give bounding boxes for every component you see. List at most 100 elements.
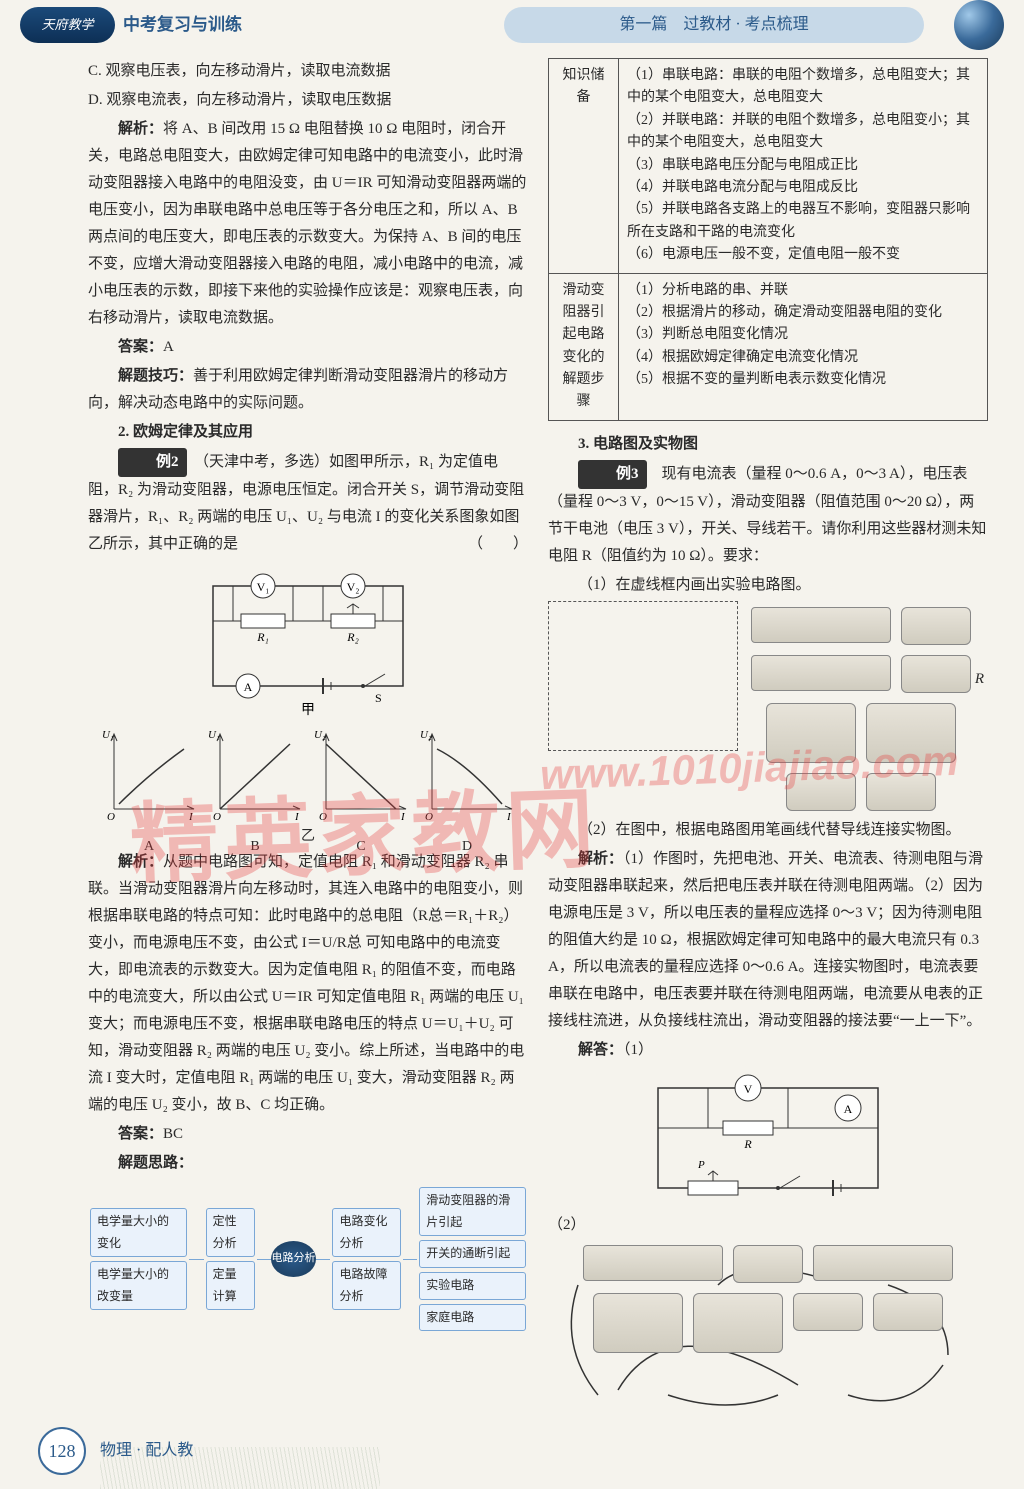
ans-battery-2-icon	[873, 1293, 943, 1331]
answer3-2: （2）	[548, 1212, 988, 1239]
svg-text:A: A	[844, 1102, 853, 1116]
option-d: D. 观察电流表，向左移动滑片，读取电压数据	[88, 87, 528, 114]
kt-r2-content: （1）分析电路的串、并联 （2）根据滑片的移动，确定滑动变阻器电阻的变化 （3）…	[619, 273, 988, 420]
thinking-path: 解题思路：	[88, 1150, 528, 1177]
voltmeter-icon	[866, 703, 956, 763]
kt-r1-content: （1）串联电路：串联的电阻个数增多，总电阻变大；其中的某个电阻变大，总电阻变大 …	[619, 59, 988, 274]
answer2-label: 答案：	[118, 1126, 163, 1142]
analysis3-label: 解析：	[578, 851, 623, 867]
svg-text:I: I	[188, 811, 194, 823]
resistor-r-label: R	[975, 666, 984, 693]
kt-r2-1: （1）分析电路的串、并联	[627, 280, 979, 302]
battery-1-icon	[786, 773, 856, 811]
ans-ammeter-icon	[593, 1293, 683, 1353]
svg-text:R: R	[743, 1137, 752, 1151]
kt-r2-4: （4）根据欧姆定律确定电流变化情况	[627, 347, 979, 369]
rheostat-1-icon	[751, 607, 891, 643]
ans-rheostat-2-icon	[813, 1245, 953, 1281]
think-label: 解题思路：	[118, 1155, 193, 1171]
ans-voltmeter-icon	[693, 1293, 783, 1353]
svg-text:U₁: U₁	[102, 729, 114, 741]
svg-text:S: S	[375, 691, 382, 705]
mind-n3: 定性分析	[206, 1208, 255, 1257]
svg-text:V: V	[744, 1082, 753, 1096]
mind-n8: 开关的通断引起	[419, 1240, 526, 1268]
series-title: 中考复习与训练	[123, 10, 242, 41]
analysis-text: 将 A、B 间改用 15 Ω 电阻替换 10 Ω 电阻时，闭合开关，电路总电阻变…	[88, 121, 526, 326]
answer3-1: （1）	[623, 1042, 653, 1058]
chapter-banner: 第一篇 过教材 · 考点梳理	[504, 7, 924, 44]
svg-text:U₂: U₂	[420, 729, 432, 741]
graph-c: U₂IO C	[311, 724, 411, 824]
svg-text:I: I	[294, 811, 300, 823]
kt-r2-3: （3）判断总电阻变化情况	[627, 324, 979, 346]
svg-text:U₂: U₂	[314, 729, 326, 741]
kt-r2-2: （2）根据滑片的移动，确定滑动变阻器电阻的变化	[627, 302, 979, 324]
answer-3-label-line: 解答：（1）	[548, 1037, 988, 1064]
ex3-figure-row: R	[548, 601, 988, 817]
graph-c-label: C	[311, 834, 411, 859]
mind-n4: 定量计算	[206, 1261, 255, 1310]
right-column: 知识储备 （1）串联电路：串联的电阻个数增多，总电阻变大；其中的某个电阻变大，总…	[548, 58, 988, 1359]
ex2-blank: （ ）	[438, 531, 528, 558]
graph-a: U₁IO A	[99, 724, 199, 824]
footer-subject: 物理 · 配人教	[100, 1437, 193, 1466]
svg-text:甲: 甲	[301, 703, 315, 716]
dashed-answer-box	[548, 601, 738, 751]
svg-text:V₂: V₂	[347, 580, 360, 594]
ex3-q2: （2）在图中，根据电路图用笔画线代替导线连接实物图。	[548, 817, 988, 844]
analysis-1: 解析：将 A、B 间改用 15 Ω 电阻替换 10 Ω 电阻时，闭合开关，电路总…	[88, 116, 528, 332]
ans-rheostat-icon	[583, 1245, 723, 1281]
mind-n1: 电学量大小的变化	[90, 1208, 187, 1257]
svg-text:O: O	[319, 811, 327, 823]
kt-r1-4: （4）并联电路电流分配与电阻成反比	[627, 177, 979, 199]
answer-1-value: A	[163, 339, 174, 355]
answer-2: 答案：BC	[88, 1121, 528, 1148]
kt-r1-label: 知识储备	[549, 59, 619, 274]
left-column: C. 观察电压表，向左移动滑片，读取电流数据 D. 观察电流表，向左移动滑片，读…	[88, 58, 528, 1359]
page-header: 天府教学 中考复习与训练 第一篇 过教材 · 考点梳理	[0, 0, 1024, 50]
answer-circuit-diagram: V R A P	[638, 1068, 898, 1208]
svg-text:O: O	[425, 811, 433, 823]
svg-text:U₁: U₁	[208, 729, 220, 741]
svg-text:A: A	[244, 680, 253, 694]
kt-r1-2: （2）并联电路：并联的电阻个数增多，总电阻变小；其中的某个电阻变大，总电阻变大	[627, 110, 979, 155]
mind-n10: 家庭电路	[419, 1304, 526, 1332]
svg-text:P: P	[697, 1159, 705, 1171]
mind-n2: 电学量大小的改变量	[90, 1261, 187, 1310]
analysis-label: 解析：	[118, 121, 163, 137]
analysis2-text: 从题中电路图可知，定值电阻 R₁ 和滑动变阻器 R₂ 串联。当滑动变阻器滑片向左…	[88, 854, 524, 1113]
header-left: 天府教学 中考复习与训练	[20, 7, 504, 43]
kt-r1-6: （6）电源电压一般不变，定值电阻一般不变	[627, 244, 979, 266]
battery-2-icon	[866, 773, 936, 811]
logo-badge: 天府教学	[20, 7, 115, 43]
mind-map: 电学量大小的变化 电学量大小的改变量 定性分析 定量计算 电路分析 电路变化分析…	[88, 1185, 528, 1333]
graph-a-label: A	[99, 834, 199, 859]
body-columns: C. 观察电压表，向左移动滑片，读取电流数据 D. 观察电流表，向左移动滑片，读…	[0, 50, 1024, 1359]
option-c: C. 观察电压表，向左移动滑片，读取电流数据	[88, 58, 528, 85]
switch-icon	[901, 607, 971, 645]
graph-d: U₂IO D	[417, 724, 517, 824]
ans-battery-1-icon	[793, 1293, 863, 1331]
svg-text:R₁: R₁	[256, 630, 269, 644]
ans-switch-icon	[733, 1245, 803, 1283]
graph-b-label: B	[205, 834, 305, 859]
answer-label: 答案：	[118, 339, 163, 355]
ex3-q1: （1）在虚线框内画出实验电路图。	[548, 572, 988, 599]
section-3-title: 3. 电路图及实物图	[548, 431, 988, 458]
mind-n7: 滑动变阻器的滑片引起	[419, 1187, 526, 1236]
graph-d-label: D	[417, 834, 517, 859]
kt-r2-label: 滑动变阻器引起电路变化的解题步骤	[549, 273, 619, 420]
ex2-badge: 例2	[118, 448, 187, 477]
rheostat-2-icon	[751, 655, 891, 691]
mind-n9: 实验电路	[419, 1272, 526, 1300]
skill-tip: 解题技巧：善于利用欧姆定律判断滑动变阻器滑片的移动方向，解决动态电路中的实际问题…	[88, 363, 528, 417]
circuit-diagram-jia: V₁ V₂ R₁ R₂ A S 甲	[88, 566, 528, 716]
skill-label: 解题技巧：	[118, 368, 193, 384]
answer-wiring-diagram	[548, 1245, 988, 1353]
kt-r2-5: （5）根据不变的量判断电表示数变化情况	[627, 369, 979, 391]
mind-n5: 电路变化分析	[332, 1208, 400, 1257]
svg-text:I: I	[400, 811, 406, 823]
page-footer: 128 物理 · 配人教	[38, 1427, 193, 1475]
svg-text:O: O	[107, 811, 115, 823]
